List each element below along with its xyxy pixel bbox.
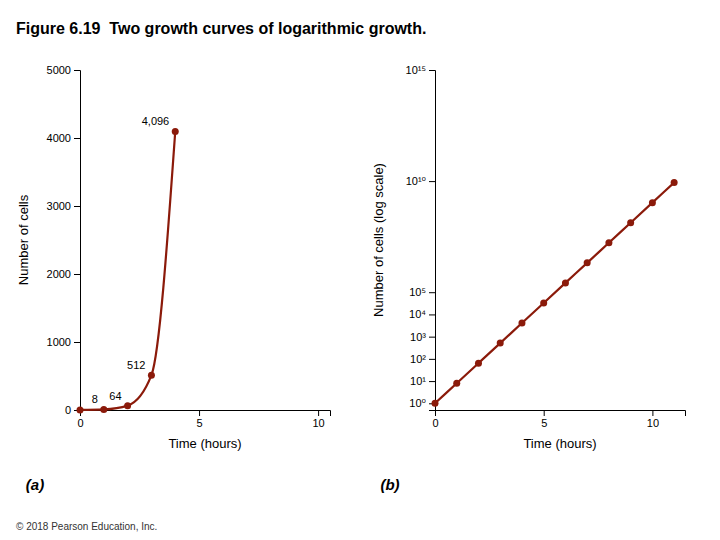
- tick-mark: [318, 410, 319, 416]
- tick: 4000: [47, 132, 80, 144]
- tick-label: 4000: [47, 132, 71, 144]
- tick-label: 10⁵: [409, 286, 426, 298]
- tick: 0: [432, 410, 438, 429]
- tick-mark: [429, 337, 435, 338]
- y-axis-line: [74, 71, 81, 411]
- data-point: [584, 259, 591, 266]
- tick: 5000: [47, 64, 80, 76]
- tick: 10¹: [410, 375, 435, 387]
- data-label: 4,096: [142, 115, 170, 127]
- tick: 2000: [47, 268, 80, 280]
- tick-mark: [199, 410, 200, 416]
- tick-label: 10: [312, 417, 324, 429]
- tick: 10¹⁰: [406, 175, 435, 187]
- data-point: [124, 402, 131, 409]
- data-point: [475, 360, 482, 367]
- data-label: 64: [109, 390, 121, 402]
- tick: 10: [647, 410, 659, 429]
- tick-label: 10¹⁵: [406, 64, 426, 76]
- panel-label: (b): [380, 476, 399, 493]
- y-axis-title: Number of cells: [16, 194, 31, 285]
- panel-label: (a): [26, 476, 44, 493]
- y-axis: 10⁰ 10¹ 10² 10³ 10⁴ 10⁵ 10¹⁰ 10¹⁵: [406, 64, 436, 410]
- tick-mark: [74, 70, 80, 71]
- tick-mark: [74, 274, 80, 275]
- tick-label: 10⁰: [409, 397, 426, 409]
- tick: 10³: [410, 331, 435, 343]
- x-axis: 0 5 10: [77, 410, 330, 429]
- tick: 10²: [410, 353, 435, 365]
- x-axis-line: [436, 411, 686, 417]
- tick-label: 10⁴: [409, 308, 426, 320]
- data-point: [148, 372, 155, 379]
- data-point: [100, 406, 107, 413]
- tick-mark: [544, 410, 545, 416]
- y-axis-title: Number of cells (log scale): [371, 163, 386, 317]
- tick-mark: [74, 206, 80, 207]
- tick-label: 10²: [410, 353, 426, 365]
- tick-label: 10³: [410, 331, 426, 343]
- tick: 10¹⁵: [406, 64, 435, 76]
- tick-mark: [429, 181, 435, 182]
- tick-mark: [429, 314, 435, 315]
- x-axis-title: Time (hours): [523, 436, 596, 451]
- tick-mark: [429, 70, 435, 71]
- tick-label: 5: [541, 417, 547, 429]
- tick-mark: [74, 342, 80, 343]
- tick-label: 10: [647, 417, 659, 429]
- panel: 0 5 10 10⁰ 10¹ 10² 10³ 10⁴ 10⁵ 10¹⁰ 10¹⁵ Time (hour…: [371, 64, 686, 451]
- tick: 3000: [47, 200, 80, 212]
- tick-mark: [429, 381, 435, 382]
- tick: 10⁰: [409, 397, 435, 409]
- data-point: [627, 219, 634, 226]
- panel: 0 5 10 0 1000 2000 3000 4000 5000 Time (hours) Num…: [16, 64, 331, 451]
- x-axis: 0 5 10: [432, 410, 685, 429]
- tick-mark: [429, 359, 435, 360]
- tick: 10⁴: [409, 308, 435, 320]
- tick-label: 0: [77, 417, 83, 429]
- tick-label: 3000: [47, 200, 71, 212]
- tick-mark: [652, 410, 653, 416]
- y-axis: 0 1000 2000 3000 4000 5000: [47, 64, 81, 416]
- annotation: © 2018 Pearson Education, Inc.: [16, 521, 157, 532]
- data-point: [453, 380, 460, 387]
- tick-mark: [74, 138, 80, 139]
- tick: 10: [312, 410, 324, 429]
- x-axis-line: [81, 411, 331, 417]
- data-point: [497, 340, 504, 347]
- chart-title: Figure 6.19 Two growth curves of logarit…: [16, 20, 426, 37]
- data-label: 512: [127, 359, 145, 371]
- data-point: [518, 320, 525, 327]
- data-line: [80, 131, 175, 409]
- plot-area: [432, 179, 678, 407]
- tick-label: 0: [432, 417, 438, 429]
- tick-label: 2000: [47, 268, 71, 280]
- tick: 5: [541, 410, 547, 429]
- data-line: [435, 183, 674, 404]
- x-axis-title: Time (hours): [168, 436, 241, 451]
- data-point: [172, 128, 179, 135]
- tick-label: 10¹⁰: [406, 175, 427, 187]
- data-point: [432, 400, 439, 407]
- data-point: [605, 239, 612, 246]
- data-point: [562, 279, 569, 286]
- tick-label: 5: [196, 417, 202, 429]
- data-label: 8: [92, 393, 98, 405]
- tick: 5: [196, 410, 202, 429]
- tick-label: 1000: [47, 336, 71, 348]
- tick-mark: [429, 292, 435, 293]
- data-point: [540, 299, 547, 306]
- data-labels: 8 64 512 4,096: [92, 115, 170, 405]
- chart-root: Figure 6.19 Two growth curves of logarit…: [0, 0, 720, 540]
- plot-area: [77, 128, 179, 413]
- tick: 1000: [47, 336, 80, 348]
- data-point: [671, 179, 678, 186]
- data-point: [649, 199, 656, 206]
- tick-label: 0: [65, 404, 71, 416]
- data-point: [77, 406, 84, 413]
- y-axis-line: [429, 71, 436, 411]
- tick-label: 10¹: [410, 375, 426, 387]
- tick: 10⁵: [409, 286, 435, 298]
- tick-label: 5000: [47, 64, 71, 76]
